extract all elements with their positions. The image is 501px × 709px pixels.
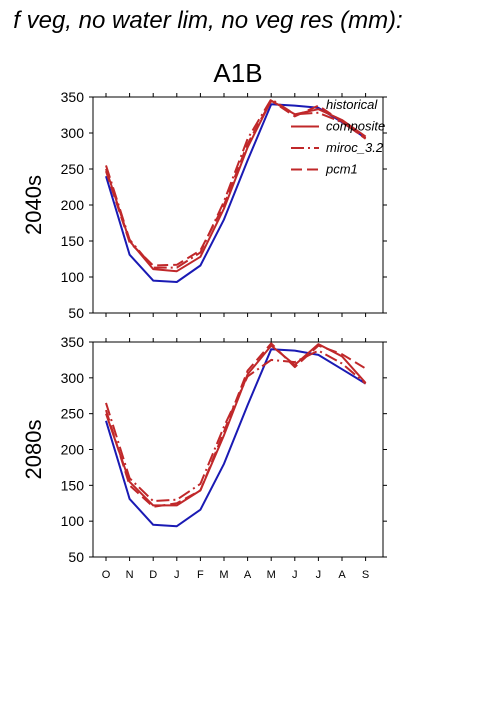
y-tick-label: 50 bbox=[68, 549, 84, 565]
y-tick-label: 100 bbox=[61, 269, 85, 285]
x-tick-label: A bbox=[338, 569, 346, 581]
y-tick-label: 50 bbox=[68, 305, 84, 321]
series-line-pcm1 bbox=[105, 342, 367, 508]
series-line-miroc-3-2 bbox=[105, 349, 367, 503]
legend-label-pcm1: pcm1 bbox=[325, 162, 358, 177]
legend-label-composite: composite bbox=[326, 119, 385, 134]
scenario-title: A1B bbox=[213, 58, 262, 88]
legend-label-miroc-3-2: miroc_3.2 bbox=[326, 140, 384, 155]
legend-label-historical: historical bbox=[326, 97, 378, 112]
x-tick-label: M bbox=[267, 569, 276, 581]
x-tick-label: J bbox=[292, 569, 298, 581]
x-tick-label: S bbox=[362, 569, 369, 581]
y-tick-label: 300 bbox=[61, 370, 85, 386]
series-line-historical bbox=[105, 348, 367, 528]
y-tick-label: 250 bbox=[61, 406, 85, 422]
y-axis-label: 2080s bbox=[21, 420, 46, 480]
legend: historical composite miroc_3.2 pcm1 bbox=[291, 97, 385, 177]
series-line-pcm1 bbox=[105, 99, 367, 267]
y-tick-label: 150 bbox=[61, 477, 85, 493]
x-tick-label: A bbox=[244, 569, 252, 581]
y-tick-label: 250 bbox=[61, 161, 85, 177]
x-tick-label: M bbox=[219, 569, 228, 581]
series-line-composite bbox=[105, 343, 367, 507]
series-line-miroc-3-2 bbox=[105, 98, 367, 269]
chart-panel-2040s: 50 100 150 200 250 300 350 2040s bbox=[21, 89, 387, 321]
x-tick-label: N bbox=[126, 569, 134, 581]
plot-frame bbox=[92, 341, 384, 558]
y-tick-label: 150 bbox=[61, 233, 85, 249]
figure-suptitle: f veg, no water lim, no veg res (mm): bbox=[13, 7, 402, 34]
x-tick-label: J bbox=[316, 569, 322, 581]
y-tick-label: 200 bbox=[61, 442, 85, 458]
x-tick-label: D bbox=[149, 569, 157, 581]
x-tick-label: F bbox=[197, 569, 204, 581]
y-tick-label: 350 bbox=[61, 89, 85, 105]
x-tick-label: O bbox=[102, 569, 111, 581]
y-tick-label: 200 bbox=[61, 197, 85, 213]
y-axis-label: 2040s bbox=[21, 175, 46, 235]
y-tick-label: 100 bbox=[61, 513, 85, 529]
y-tick-label: 350 bbox=[61, 334, 85, 350]
y-tick-label: 300 bbox=[61, 125, 85, 141]
chart-panel-2080s: 50 100 150 200 250 300 350 O N D J F M A M J J A S 2080s bbox=[21, 334, 387, 581]
x-tick-label: J bbox=[174, 569, 180, 581]
